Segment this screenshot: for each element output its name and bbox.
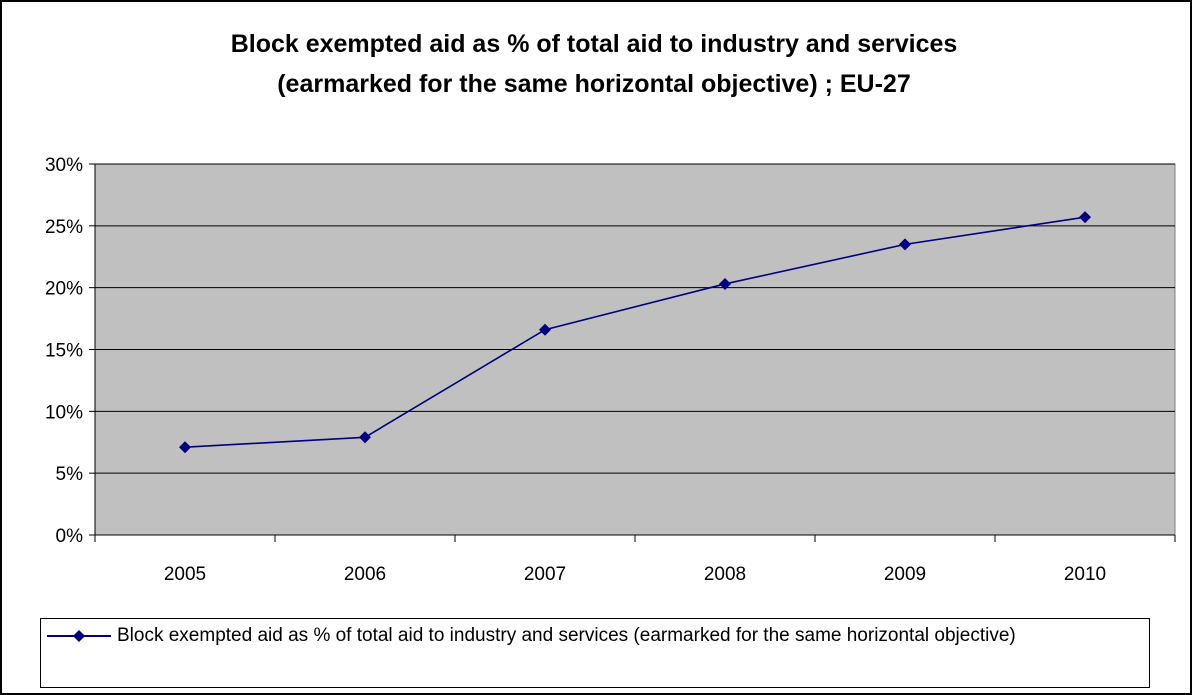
y-tick-label: 25% [45,217,83,238]
x-tick-label: 2010 [1064,564,1106,585]
chart-title-line-2: (earmarked for the same horizontal objec… [277,70,911,98]
chart-title: Block exempted aid as % of total aid to … [0,24,1188,104]
legend: Block exempted aid as % of total aid to … [40,618,1150,688]
data-point [1079,211,1091,224]
data-point [719,277,731,290]
x-tick-label: 2007 [524,564,566,585]
x-tick-label: 2009 [884,564,926,585]
y-tick-label: 20% [45,279,83,300]
x-tick-label: 2006 [344,564,386,585]
data-point [179,441,191,454]
y-tick-label: 0% [56,526,84,547]
legend-marker [47,630,111,642]
data-point [539,323,551,336]
x-tick-label: 2005 [164,564,206,585]
series-line [184,216,1086,448]
y-tick-label: 10% [45,402,83,423]
y-tick-label: 30% [45,155,83,176]
chart-title-line-1: Block exempted aid as % of total aid to … [230,30,958,58]
data-point [359,431,371,444]
x-tick-label: 2008 [704,564,746,585]
data-point [899,238,911,251]
legend-label: Block exempted aid as % of total aid to … [117,625,1016,646]
y-tick-label: 5% [56,464,84,485]
y-tick-label: 15% [45,341,83,362]
